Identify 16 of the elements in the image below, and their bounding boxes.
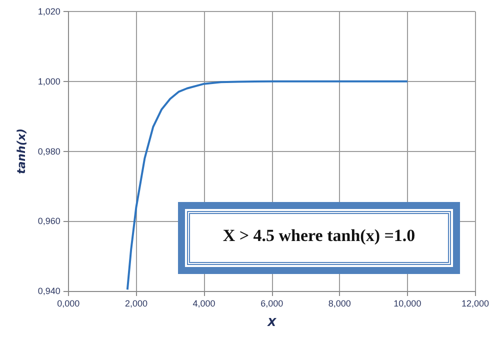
text-box-frame: X > 4.5 where tanh(x) =1.0: [178, 202, 460, 274]
y-axis-title: tanh(x): [15, 128, 28, 174]
x-tick-label: 10,000: [394, 298, 422, 308]
x-tick-label: 6,000: [260, 298, 284, 308]
y-tick-label: 0,960: [38, 216, 60, 226]
y-tick-label: 1,020: [38, 6, 60, 16]
x-tick-label: 4,000: [192, 298, 216, 308]
x-tick-label: 8,000: [328, 298, 351, 308]
y-tick-label: 0,980: [38, 146, 60, 156]
x-axis-title: X: [266, 316, 277, 329]
x-tick-label: 2,000: [124, 298, 148, 308]
y-tick-label: 1,000: [38, 76, 60, 86]
annotation: X > 4.5 where tanh(x) =1.0: [222, 226, 416, 246]
x-tick-label: 12,000: [461, 298, 489, 308]
x-tick-label: 0,000: [57, 298, 80, 308]
y-tick-label: 0,940: [38, 286, 60, 296]
